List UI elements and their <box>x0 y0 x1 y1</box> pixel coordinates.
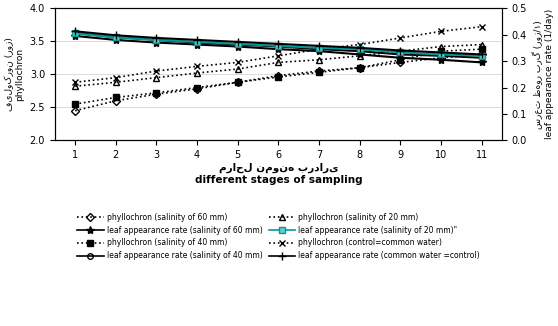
Y-axis label: سرعت ظهور برگ (روز/۱)
leaf appearance rate (1/day): سرعت ظهور برگ (روز/۱) leaf appearance ra… <box>533 9 554 140</box>
Y-axis label: فیلوکرون (روز)
phyllochron: فیلوکرون (روز) phyllochron <box>4 37 24 111</box>
Legend: phyllochron (salinity of 60 mm), leaf appearance rate (salinity of 60 mm), phyll: phyllochron (salinity of 60 mm), leaf ap… <box>75 210 482 262</box>
X-axis label: مراحل نمونه برداری
different stages of sampling: مراحل نمونه برداری different stages of s… <box>195 163 362 185</box>
